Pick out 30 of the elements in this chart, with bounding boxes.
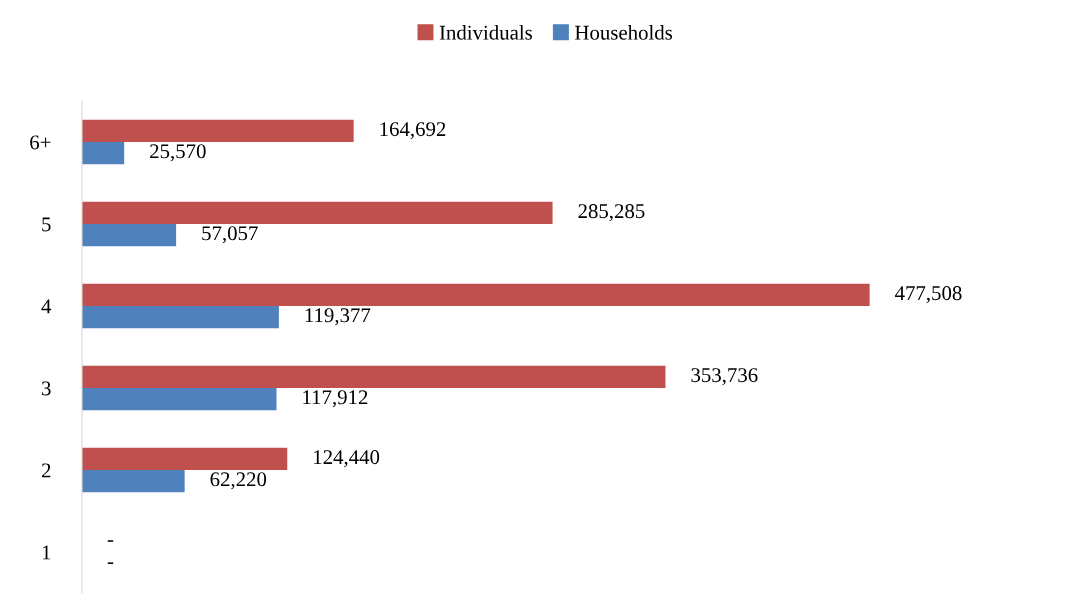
bar [82,306,279,329]
legend-label: Individuals [439,25,533,40]
bar [82,447,288,470]
bar [82,470,185,493]
bar [82,388,277,411]
y-tick-label: 4 [41,299,52,314]
data-label: 477,508 [895,286,962,304]
bar [82,142,125,165]
data-label: 119,377 [305,308,371,326]
legend-label: Households [575,25,673,40]
data-label: - [107,562,114,564]
bar [82,224,177,247]
y-tick-label: 1 [42,545,51,560]
y-tick-label: 6+ [30,135,51,150]
y-tick-label: 3 [42,381,51,396]
data-label: 285,285 [578,204,645,222]
bar [82,283,870,306]
data-label: 117,912 [303,390,368,408]
y-tick-label: 5 [42,217,51,232]
bar [82,119,354,142]
data-label: 164,692 [380,122,446,140]
data-label: - [107,540,114,542]
y-tick-label: 2 [41,463,51,478]
data-label: 353,736 [691,368,758,386]
data-label: 62,220 [210,472,267,490]
bar [82,365,666,388]
data-label: 124,440 [314,450,380,468]
data-label: 25,570 [150,144,206,162]
bar [82,201,553,224]
data-label: 57,057 [202,226,258,244]
